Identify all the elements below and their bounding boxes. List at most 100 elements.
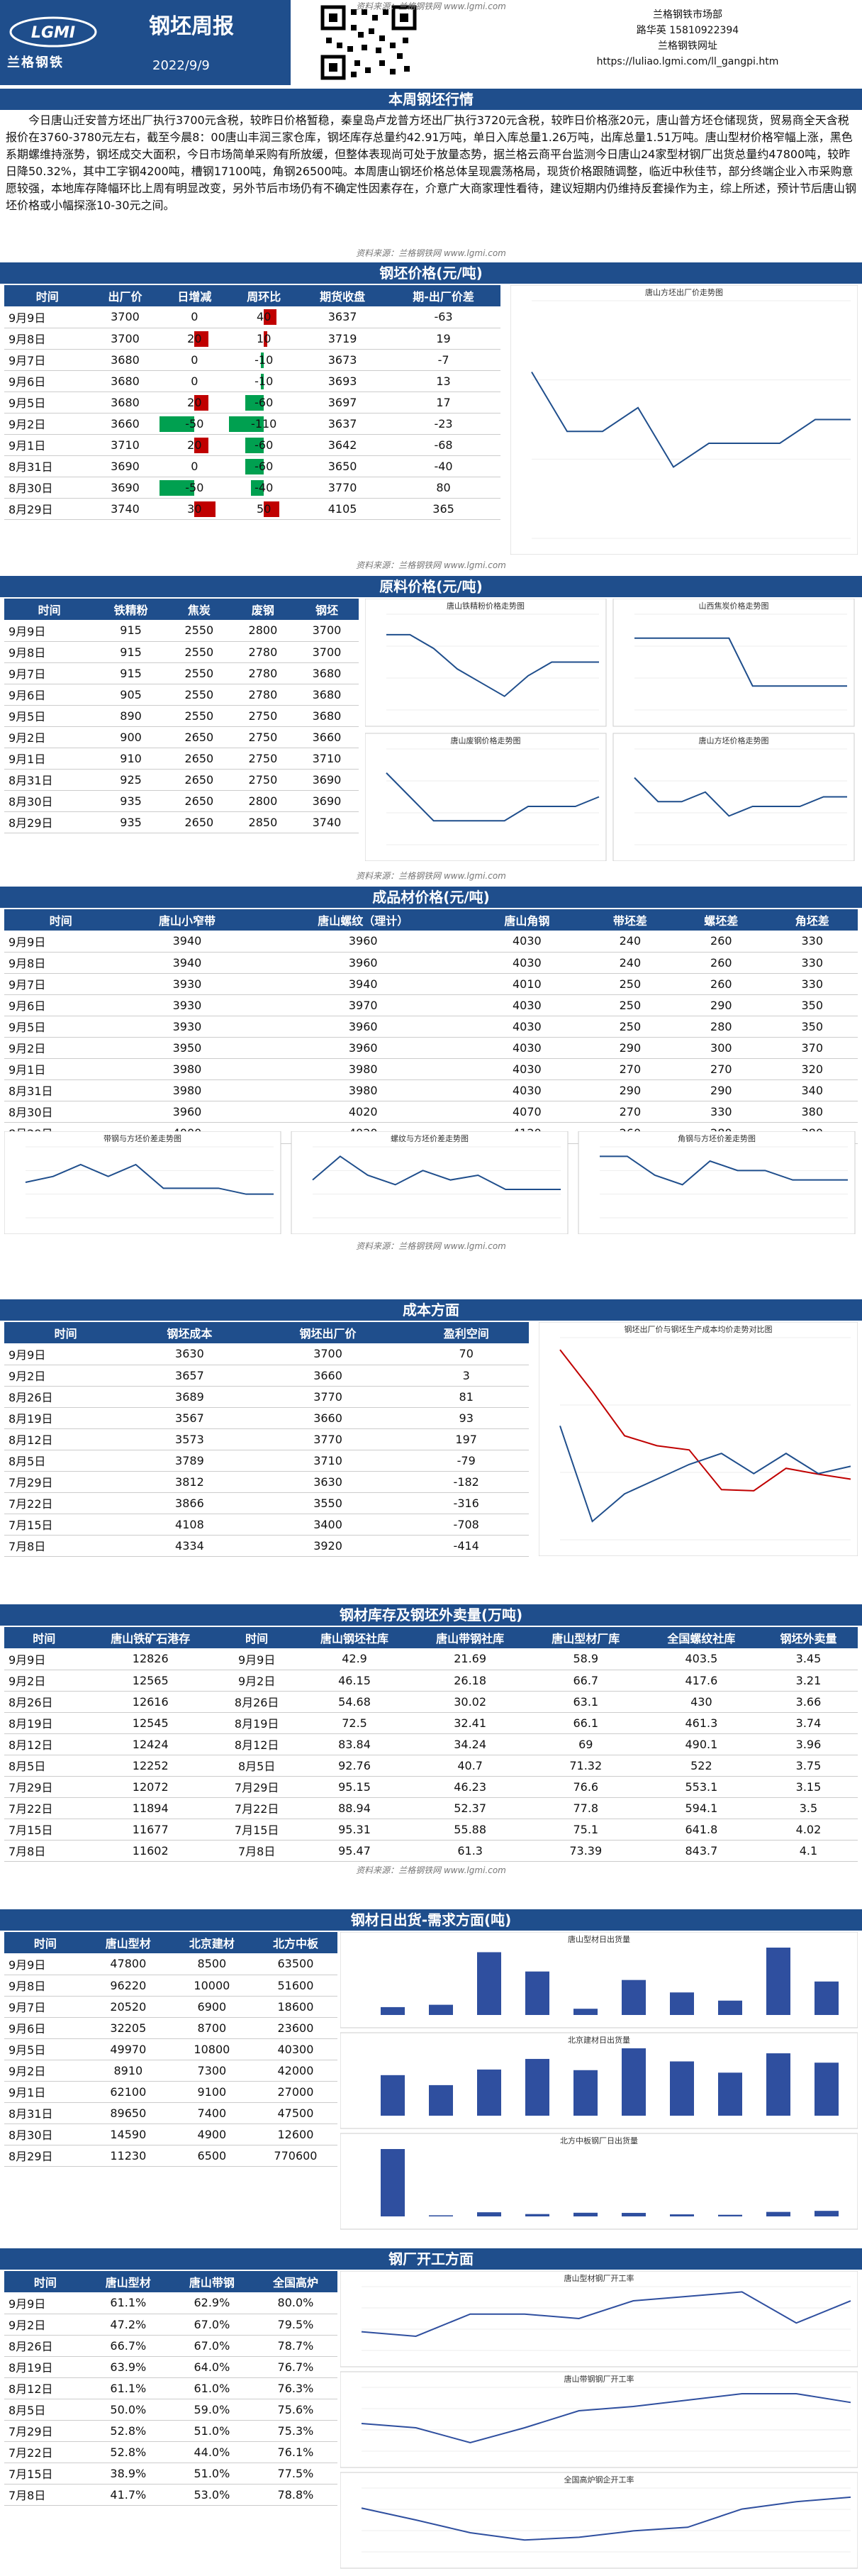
contact-url[interactable]: https://luliao.lgmi.com/ll_gangpi.htm <box>596 56 779 67</box>
column-header: 日增减 <box>159 285 230 306</box>
table-cell: 290 <box>676 994 767 1016</box>
table-cell: 75.3% <box>253 2420 337 2442</box>
table-cell: 17 <box>386 392 500 413</box>
table-cell: 7月8日 <box>4 1840 84 1862</box>
table-cell: 2550 <box>167 684 231 706</box>
bar <box>622 2048 646 2116</box>
table-cell: 30.02 <box>412 1691 528 1713</box>
table-cell: 3960 <box>257 952 470 974</box>
chart-frame <box>365 733 607 861</box>
source-note: 资料来源：兰格钢铁网 www.lgmi.com <box>356 1865 506 1875</box>
series-line <box>361 2393 851 2444</box>
table-cell: 70 <box>403 1343 529 1365</box>
table-cell: 9月2日 <box>216 1670 297 1692</box>
table-cell: 41.7% <box>86 2484 170 2506</box>
report-header: LGMI 兰格钢铁 钢坯周报 2022/9/9 兰格钢铁市场部 路华英 1581… <box>0 0 862 85</box>
chart-title: 唐山带钢钢厂开工率 <box>564 2374 634 2384</box>
column-header: 唐山带钢社库 <box>412 1627 528 1648</box>
table-cell: 40.7 <box>412 1755 528 1777</box>
column-header: 唐山带钢 <box>169 2271 254 2292</box>
change-bar <box>229 416 264 432</box>
table-cell: 66.7 <box>527 1670 644 1692</box>
table-row: 8月5日 50.0% 59.0% 75.6% <box>4 2399 337 2421</box>
table-cell: 11894 <box>84 1797 217 1819</box>
table-cell: 2750 <box>230 748 295 770</box>
series-line <box>634 637 847 687</box>
table-row: 9月8日 3940 3960 4030 240 260 330 <box>4 952 858 974</box>
column-header: 唐山铁矿石港存 <box>84 1627 217 1648</box>
table-cell: 9月8日 <box>4 328 91 350</box>
series-line <box>559 1426 851 1523</box>
table-cell: 2850 <box>230 811 295 833</box>
table-cell: 8月30日 <box>4 790 95 812</box>
table-cell: 81 <box>403 1386 529 1408</box>
table-cell: 7300 <box>169 2060 254 2082</box>
table-cell: 9月5日 <box>4 2038 86 2060</box>
cost-chart: 钢坯出厂价与钢坯生产成本均价走势对比图 <box>539 1322 858 1556</box>
table-cell: -40 <box>229 477 299 499</box>
table-cell: 3550 <box>252 1492 404 1514</box>
table-cell: 54.68 <box>296 1691 413 1713</box>
change-bar <box>159 416 195 432</box>
table-cell: 8月31日 <box>4 2102 86 2124</box>
column-header: 铁精粉 <box>94 599 167 620</box>
raw-material-table: 时间 铁精粉 焦炭 废钢 钢坯 9月9日 915 2550 2800 3700 9月8日 915 255… <box>4 599 359 833</box>
column-header: 全国螺纹社库 <box>643 1627 759 1648</box>
table-row: 8月5日 3789 3710 -79 <box>4 1450 529 1472</box>
table-cell: 9月8日 <box>4 952 118 974</box>
bar <box>573 2212 598 2216</box>
column-header: 时间 <box>4 2271 86 2292</box>
table-cell: 11602 <box>84 1840 217 1862</box>
table-cell: 7月22日 <box>216 1797 297 1819</box>
table-cell: 30 <box>159 498 230 520</box>
chart-frame <box>578 1131 856 1234</box>
table-cell: 8月30日 <box>4 1101 118 1123</box>
table-row: 9月2日 47.2% 67.0% 79.5% <box>4 2314 337 2336</box>
contact-info: 兰格钢铁市场部 路华英 15810922394 兰格钢铁网址 https://l… <box>539 7 836 70</box>
table-cell: 290 <box>584 1079 676 1101</box>
table-cell: 12424 <box>84 1733 217 1755</box>
table-cell: 3637 <box>298 413 387 435</box>
billet-price-chart: 唐山方坯出厂价走势图 <box>510 285 858 555</box>
table-cell: 61.0% <box>169 2377 254 2399</box>
table-cell: 9月2日 <box>4 726 95 748</box>
table-row: 7月29日 12072 7月29日 95.15 46.23 76.6 553.1 3.15 <box>4 1776 858 1798</box>
table-cell: 350 <box>766 1016 858 1038</box>
table-row: 8月31日 89650 7400 47500 <box>4 2102 337 2124</box>
chart-frame <box>510 285 858 555</box>
table-cell: 32.41 <box>412 1712 528 1734</box>
table-row: 7月15日 11677 7月15日 95.31 55.88 75.1 641.8 4.02 <box>4 1819 858 1841</box>
change-bar <box>159 479 195 496</box>
table-cell: 46.23 <box>412 1776 528 1798</box>
table-cell: 6500 <box>169 2145 254 2167</box>
table-cell: 12826 <box>84 1648 217 1670</box>
chart-title: 带钢与方坯价差走势图 <box>103 1133 181 1143</box>
table-cell: 4030 <box>469 1037 585 1059</box>
series-line <box>531 371 851 468</box>
table-cell: 89650 <box>86 2102 170 2124</box>
table-cell: 0 <box>159 306 230 328</box>
table-cell: 61.1% <box>86 2377 170 2399</box>
bar <box>622 1980 646 2015</box>
table-cell: 8月30日 <box>4 477 91 499</box>
table-cell: 290 <box>676 1079 767 1101</box>
table-cell: 3650 <box>298 455 387 477</box>
table-cell: 905 <box>94 684 167 706</box>
bar <box>429 2215 453 2216</box>
table-cell: 3700 <box>90 328 160 350</box>
table-cell: 46.15 <box>296 1670 413 1692</box>
table-cell: 7月8日 <box>4 1535 128 1557</box>
bar <box>477 2069 501 2116</box>
table-cell: 270 <box>584 1058 676 1080</box>
column-header: 唐山型材 <box>86 1932 170 1953</box>
table-row: 9月2日 3660 -50 -110 3637 -23 <box>4 413 500 435</box>
table-cell: 2800 <box>230 790 295 812</box>
table-cell: 9月6日 <box>4 994 118 1016</box>
chart-title: 唐山型材日出货量 <box>568 1934 630 1944</box>
table-row: 9月7日 3680 0 -10 3673 -7 <box>4 349 500 371</box>
column-header: 时间 <box>4 285 91 306</box>
table-cell: 2780 <box>230 641 295 663</box>
column-header: 周环比 <box>229 285 299 306</box>
spread-charts: 带钢与方坯价差走势图 螺纹与方坯价差走势图 角钢与方坯价差走势图 <box>4 1131 856 1234</box>
table-cell: 69 <box>527 1733 644 1755</box>
